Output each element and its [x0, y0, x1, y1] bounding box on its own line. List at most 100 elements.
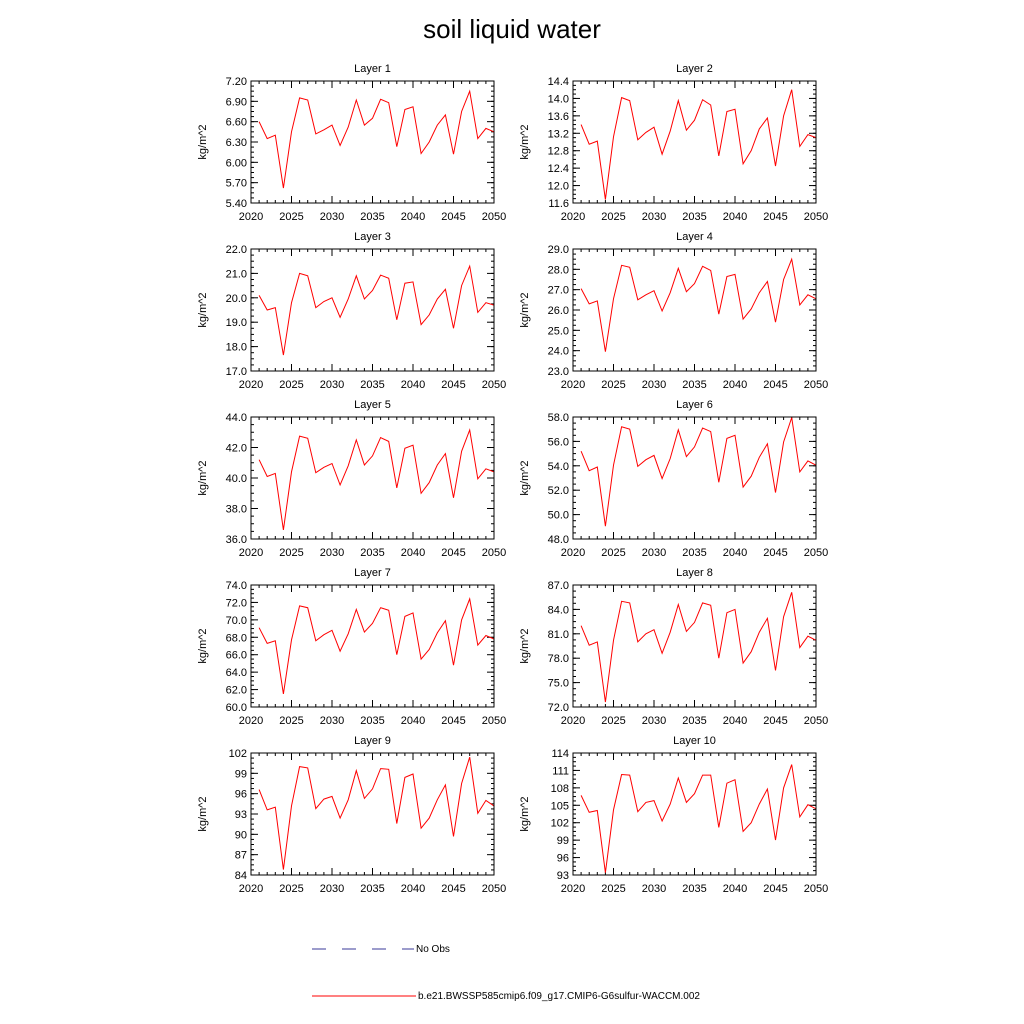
x-tick-label: 2040: [401, 379, 425, 391]
x-tick-label: 2020: [561, 379, 585, 391]
series-line: [258, 428, 495, 530]
x-tick-label: 2050: [804, 883, 828, 895]
x-tick-label: 2025: [279, 883, 303, 895]
y-tick-label: 40.0: [226, 473, 247, 485]
x-tick-label: 2050: [804, 211, 828, 223]
y-tick-label: 11.6: [548, 198, 569, 210]
x-tick-label: 2030: [320, 547, 344, 559]
x-tick-label: 2050: [804, 379, 828, 391]
x-tick-label: 2045: [441, 379, 465, 391]
x-tick-label: 2020: [239, 883, 263, 895]
y-tick-label: 87.0: [548, 580, 569, 592]
y-tick-label: 102: [229, 748, 247, 760]
x-tick-label: 2050: [482, 883, 506, 895]
legend-obs: No Obs: [312, 943, 450, 955]
y-tick-label: 114: [551, 748, 569, 760]
x-tick-label: 2035: [682, 379, 706, 391]
figure-title: soil liquid water: [423, 14, 601, 44]
chart-panel: Layer 6 kg/m^2 48.0 50.0 52.0 54.0 56.0 58.0 202…: [519, 399, 828, 559]
y-tick-label: 72.0: [226, 597, 247, 609]
y-tick-label: 38.0: [226, 504, 247, 516]
panel-title: Layer 8: [676, 567, 713, 579]
y-tick-label: 12.0: [548, 181, 569, 193]
y-tick-label: 12.8: [548, 146, 569, 158]
x-tick-label: 2025: [279, 211, 303, 223]
plot-frame: [250, 416, 495, 540]
y-axis-label: kg/m^2: [197, 124, 209, 159]
chart-panel: Layer 3 kg/m^2 17.0 18.0 19.0 20.0 21.0 22.0 202…: [197, 231, 506, 391]
x-tick-label: 2045: [763, 211, 787, 223]
y-tick-label: 93: [557, 870, 569, 882]
y-tick-label: 22.0: [226, 244, 247, 256]
y-tick-label: 102: [551, 818, 569, 830]
x-tick-label: 2050: [482, 715, 506, 727]
y-tick-label: 18.0: [226, 342, 247, 354]
y-tick-label: 87: [235, 850, 247, 862]
series-line: [580, 89, 817, 200]
x-tick-label: 2040: [723, 211, 747, 223]
y-tick-label: 99: [557, 835, 569, 847]
y-tick-label: 66.0: [226, 650, 247, 662]
x-tick-label: 2025: [601, 379, 625, 391]
chart-panel: Layer 2 kg/m^2 11.6 12.0 12.4 12.8 13.2 13.6 14.…: [519, 63, 828, 223]
y-tick-label: 21.0: [226, 268, 247, 280]
y-axis-label: kg/m^2: [519, 796, 531, 831]
y-tick-label: 5.70: [226, 178, 247, 190]
y-tick-label: 7.20: [226, 76, 247, 88]
y-tick-label: 74.0: [226, 580, 247, 592]
y-axis-label: kg/m^2: [519, 292, 531, 327]
y-tick-label: 60.0: [226, 702, 247, 714]
y-tick-label: 78.0: [548, 653, 569, 665]
y-tick-label: 108: [551, 783, 569, 795]
x-tick-label: 2045: [441, 547, 465, 559]
y-tick-label: 54.0: [548, 461, 569, 473]
x-tick-label: 2030: [642, 547, 666, 559]
y-tick-label: 20.0: [226, 293, 247, 305]
y-tick-label: 64.0: [226, 667, 247, 679]
x-tick-label: 2050: [482, 547, 506, 559]
series-line: [258, 89, 495, 189]
panel-title: Layer 1: [354, 63, 391, 75]
series-line: [580, 257, 817, 352]
y-tick-label: 6.30: [226, 137, 247, 149]
x-tick-label: 2025: [601, 715, 625, 727]
chart-panel: Layer 7 kg/m^2 60.0 62.0 64.0 66.0 68.0 70.0 72.…: [197, 567, 506, 727]
x-tick-label: 2035: [360, 379, 384, 391]
legend-obs-label: No Obs: [416, 943, 450, 955]
y-tick-label: 84: [235, 870, 247, 882]
legend-model-label: b.e21.BWSSP585cmip6.f09_g17.CMIP6-G6sulf…: [418, 990, 700, 1002]
y-tick-label: 27.0: [548, 285, 569, 297]
x-tick-label: 2040: [401, 211, 425, 223]
x-tick-label: 2020: [561, 715, 585, 727]
y-tick-label: 52.0: [548, 485, 569, 497]
x-tick-label: 2050: [804, 715, 828, 727]
y-tick-label: 96: [557, 853, 569, 865]
y-tick-label: 13.2: [548, 128, 569, 140]
x-tick-label: 2030: [642, 379, 666, 391]
x-tick-label: 2035: [682, 715, 706, 727]
panel-title: Layer 2: [676, 63, 713, 75]
panel-title: Layer 7: [354, 567, 391, 579]
x-tick-label: 2045: [441, 715, 465, 727]
y-tick-label: 12.4: [548, 163, 569, 175]
x-tick-label: 2020: [239, 547, 263, 559]
x-tick-label: 2040: [401, 883, 425, 895]
y-tick-label: 6.60: [226, 117, 247, 129]
y-tick-label: 81.0: [548, 629, 569, 641]
x-tick-label: 2025: [601, 547, 625, 559]
y-tick-label: 19.0: [226, 317, 247, 329]
y-tick-label: 14.4: [548, 76, 569, 88]
plot-frame: [572, 80, 817, 204]
x-tick-label: 2050: [482, 379, 506, 391]
series-line: [580, 592, 817, 703]
chart-panel: Layer 5 kg/m^2 36.0 38.0 40.0 42.0 44.0 2020 202…: [197, 399, 506, 559]
x-tick-label: 2020: [239, 379, 263, 391]
y-tick-label: 105: [551, 800, 569, 812]
y-tick-label: 93: [235, 809, 247, 821]
x-tick-label: 2035: [682, 547, 706, 559]
x-tick-label: 2040: [723, 715, 747, 727]
y-axis-label: kg/m^2: [519, 460, 531, 495]
x-tick-label: 2035: [682, 883, 706, 895]
panel-title: Layer 3: [354, 231, 391, 243]
